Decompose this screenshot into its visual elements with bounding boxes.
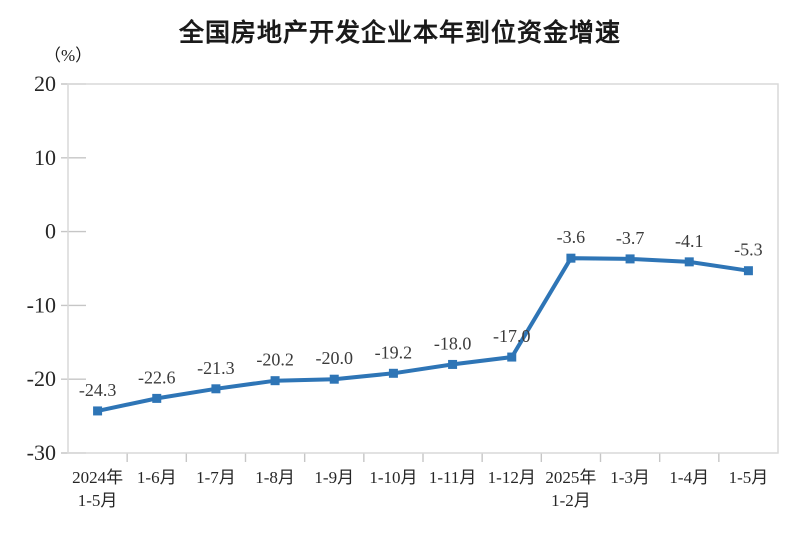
data-point-marker [625,254,635,264]
data-point-marker [388,368,398,378]
x-axis-category-label: 1-9月 [314,468,354,487]
data-value-label: -18.0 [434,333,472,353]
y-axis-tick-label: -10 [27,292,56,317]
data-point-marker [93,406,103,416]
x-axis-category-label: 1-11月 [429,468,477,487]
y-axis-tick-label: -30 [27,440,56,465]
data-point-marker [152,393,162,403]
plot-border [67,83,779,454]
x-axis-category-label: 1-2月 [551,491,591,510]
data-value-label: -17.0 [493,326,531,346]
data-point-marker [566,253,576,263]
x-axis-category-label: 2024年 [72,468,123,487]
x-axis-category-label: 1-5月 [729,468,769,487]
data-point-marker [448,359,458,369]
data-value-label: -21.3 [197,358,235,378]
data-value-label: -3.6 [557,227,586,247]
data-value-label: -3.7 [616,228,645,248]
data-value-label: -22.6 [138,367,176,387]
x-axis-category-label: 1-3月 [610,468,650,487]
data-point-marker [507,352,517,362]
data-point-marker [270,376,280,386]
x-axis-category-label: 1-7月 [196,468,236,487]
x-axis-category-label: 1-8月 [255,468,295,487]
y-axis-tick-label: 0 [45,219,56,244]
data-point-marker [743,266,753,276]
y-axis-tick-label: 10 [34,145,56,170]
data-value-label: -19.2 [375,342,413,362]
data-point-marker [211,384,221,394]
data-point-marker [329,374,339,384]
y-axis-unit-label: （%） [44,46,93,65]
data-value-label: -20.0 [316,348,354,368]
data-point-marker [684,257,694,267]
data-value-label: -24.3 [79,380,117,400]
y-axis-tick-label: -20 [27,366,56,391]
x-axis-category-label: 1-5月 [78,491,118,510]
chart-title: 全国房地产开发企业本年到位资金增速 [178,19,621,47]
data-value-label: -20.2 [256,350,294,370]
x-axis-category-label: 1-6月 [137,468,177,487]
data-value-label: -5.3 [734,240,763,260]
data-line [97,256,749,413]
y-axis-tick-label: 20 [34,71,56,96]
data-value-label: -4.1 [675,231,704,251]
x-axis-category-label: 1-10月 [369,468,417,487]
x-axis-category-label: 1-4月 [669,468,709,487]
x-axis-category-label: 1-12月 [488,468,536,487]
x-axis-category-label: 2025年 [545,468,596,487]
